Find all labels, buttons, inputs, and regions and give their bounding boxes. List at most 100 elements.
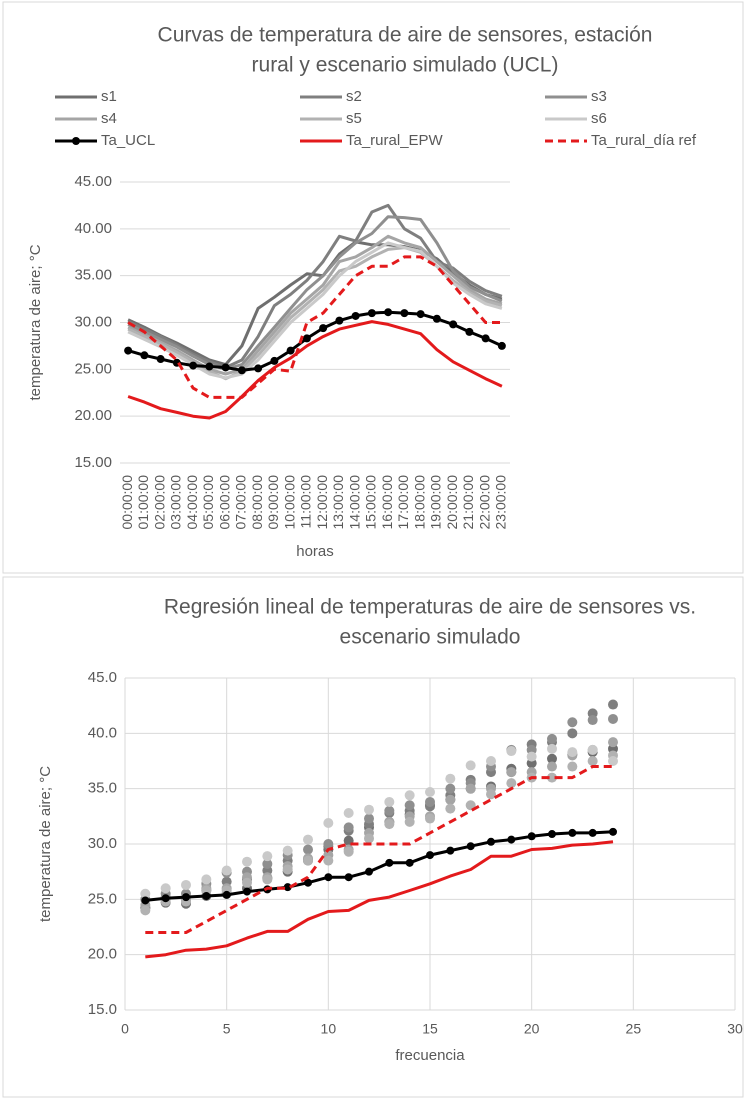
point bbox=[282, 845, 293, 856]
x-tick-label: 06:00:00 bbox=[216, 475, 232, 530]
point bbox=[304, 878, 312, 887]
point bbox=[506, 767, 517, 778]
series-line bbox=[127, 215, 503, 371]
point bbox=[425, 786, 435, 797]
x-tick-label: 00:00:00 bbox=[119, 475, 135, 530]
x-tick-label: 03:00:00 bbox=[168, 475, 184, 530]
y-axis-title: temperatura de aire; °C bbox=[37, 766, 54, 922]
point bbox=[205, 362, 214, 371]
point bbox=[221, 865, 232, 876]
point bbox=[608, 737, 618, 748]
point bbox=[367, 309, 376, 318]
x-tick-label: 15 bbox=[422, 1021, 438, 1037]
x-tick-label: 18:00:00 bbox=[411, 475, 427, 530]
x-tick-label: 16:00:00 bbox=[379, 475, 395, 530]
point bbox=[201, 874, 212, 885]
point bbox=[351, 311, 360, 320]
series-line bbox=[145, 840, 614, 959]
x-tick-label: 09:00:00 bbox=[265, 475, 281, 530]
y-axis-title: temperatura de aire; °C bbox=[27, 244, 44, 400]
x-tick-label: 11:00:00 bbox=[298, 475, 314, 529]
point bbox=[364, 804, 374, 815]
point bbox=[400, 309, 409, 318]
y-tick-label: 15.00 bbox=[74, 454, 112, 471]
point bbox=[425, 813, 435, 824]
chart-title: rural y escenario simulado (UCL) bbox=[252, 54, 559, 77]
point bbox=[445, 803, 456, 814]
y-tick-label: 15.0 bbox=[88, 1001, 117, 1018]
point bbox=[303, 855, 313, 866]
x-tick-label: 07:00:00 bbox=[233, 475, 249, 530]
legend-label: Ta_rural_día ref bbox=[591, 132, 697, 149]
legend-label: Ta_rural_EPW bbox=[346, 132, 444, 149]
point bbox=[140, 888, 151, 899]
point bbox=[323, 839, 334, 849]
point bbox=[481, 334, 490, 343]
point bbox=[445, 773, 456, 784]
point bbox=[445, 783, 456, 794]
x-tick-label: 10 bbox=[321, 1021, 337, 1037]
point bbox=[587, 744, 598, 755]
point bbox=[547, 733, 557, 744]
point bbox=[548, 830, 556, 839]
point bbox=[303, 834, 313, 845]
point bbox=[384, 796, 395, 807]
point bbox=[384, 308, 393, 317]
point bbox=[425, 796, 435, 807]
point bbox=[222, 890, 231, 899]
x-axis-title: frecuencia bbox=[395, 1047, 465, 1064]
x-tick-label: 21:00:00 bbox=[460, 475, 476, 530]
x-tick-label: 08:00:00 bbox=[249, 475, 265, 530]
y-tick-label: 45.0 bbox=[88, 669, 117, 686]
point bbox=[486, 789, 496, 800]
point bbox=[270, 356, 279, 365]
chart-title: escenario simulado bbox=[340, 626, 521, 649]
legend-label: s5 bbox=[346, 110, 362, 127]
series-line bbox=[145, 765, 613, 934]
point bbox=[160, 883, 171, 894]
y-tick-label: 35.00 bbox=[74, 267, 112, 284]
point bbox=[303, 844, 313, 855]
point bbox=[405, 858, 414, 867]
point bbox=[568, 828, 577, 837]
point bbox=[156, 355, 165, 364]
x-tick-label: 23:00:00 bbox=[493, 475, 509, 530]
y-tick-label: 30.00 bbox=[74, 313, 112, 330]
legend-label: s4 bbox=[101, 110, 117, 127]
point bbox=[567, 728, 578, 739]
point bbox=[335, 316, 344, 325]
point bbox=[243, 887, 251, 896]
point bbox=[343, 846, 354, 857]
point bbox=[609, 827, 617, 836]
x-tick-label: 17:00:00 bbox=[395, 475, 411, 530]
point bbox=[262, 874, 273, 885]
point bbox=[506, 746, 517, 757]
legend-label: s2 bbox=[346, 88, 362, 105]
point bbox=[426, 851, 434, 860]
x-tick-label: 12:00:00 bbox=[314, 475, 330, 530]
point bbox=[385, 858, 394, 867]
point bbox=[343, 822, 354, 833]
x-tick-label: 0 bbox=[121, 1021, 129, 1037]
chart-frame bbox=[2, 1, 744, 574]
series-line bbox=[127, 320, 503, 420]
point bbox=[324, 873, 333, 882]
legend-label: Ta_UCL bbox=[101, 132, 155, 149]
point bbox=[587, 715, 598, 726]
series-line bbox=[127, 234, 503, 376]
point bbox=[465, 327, 474, 336]
point bbox=[141, 896, 150, 905]
point bbox=[547, 753, 557, 764]
chart-title: Regresión lineal de temperaturas de aire… bbox=[164, 596, 696, 619]
point bbox=[124, 346, 133, 355]
y-tick-label: 20.00 bbox=[74, 407, 112, 424]
point bbox=[282, 864, 293, 875]
point bbox=[202, 892, 211, 901]
x-tick-label: 14:00:00 bbox=[346, 475, 362, 530]
point bbox=[364, 813, 374, 824]
point bbox=[547, 772, 557, 783]
point bbox=[588, 828, 597, 837]
point bbox=[547, 761, 557, 772]
point bbox=[237, 366, 246, 375]
